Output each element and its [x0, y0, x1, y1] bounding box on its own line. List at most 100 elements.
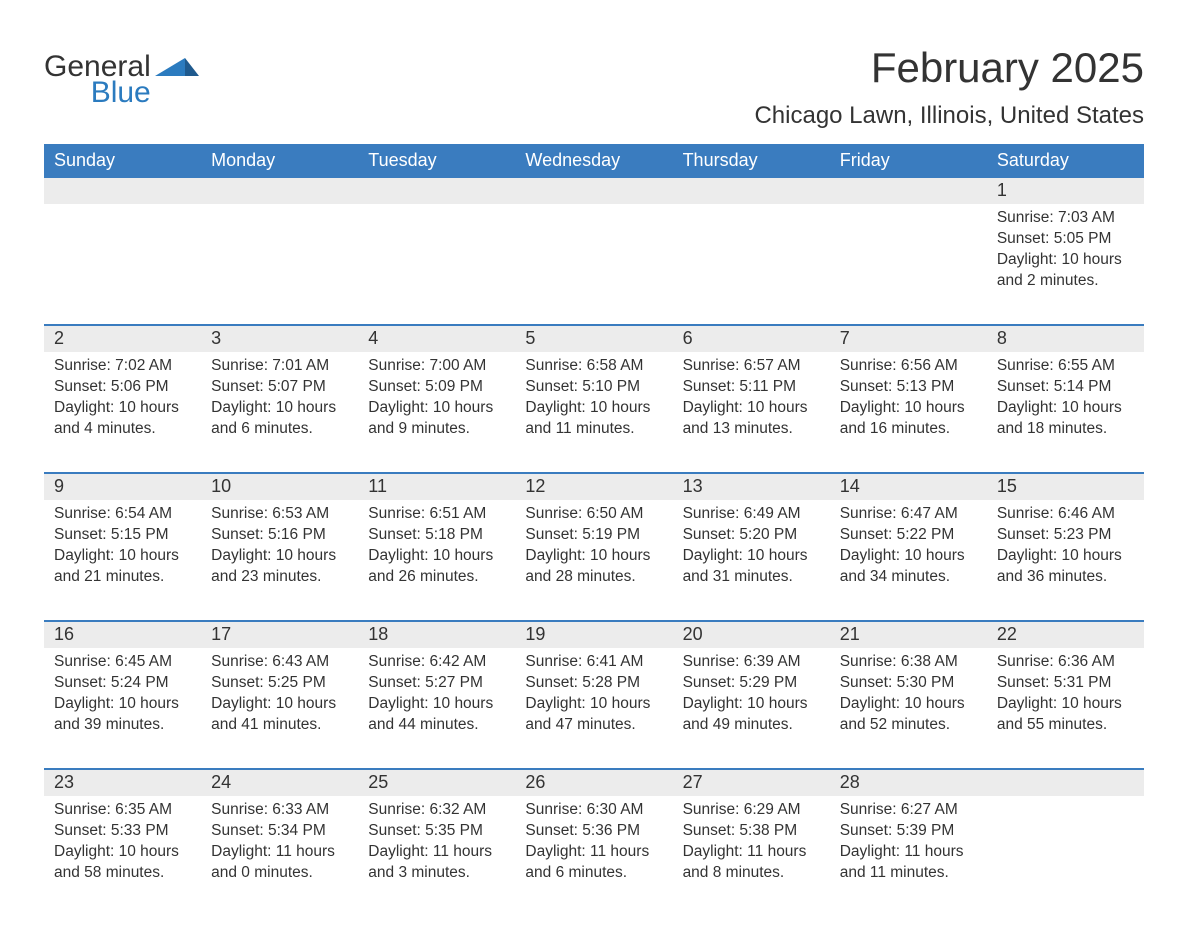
day-sunrise: Sunrise: 6:42 AM	[368, 652, 505, 673]
day-sunrise: Sunrise: 6:56 AM	[840, 356, 977, 377]
day-cell: Sunrise: 7:01 AMSunset: 5:07 PMDaylight:…	[201, 352, 358, 452]
day-cell	[987, 796, 1144, 896]
day-number: 22	[987, 622, 1144, 648]
day-sunset: Sunset: 5:07 PM	[211, 377, 348, 398]
day-cell: Sunrise: 6:33 AMSunset: 5:34 PMDaylight:…	[201, 796, 358, 896]
weekday-header-row: Sunday Monday Tuesday Wednesday Thursday…	[44, 144, 1144, 178]
day-sunrise: Sunrise: 6:47 AM	[840, 504, 977, 525]
calendar-week: 16171819202122Sunrise: 6:45 AMSunset: 5:…	[44, 620, 1144, 748]
daynum-row: 9101112131415	[44, 474, 1144, 500]
day-number: 27	[673, 770, 830, 796]
day-daylight: Daylight: 10 hours and 2 minutes.	[997, 250, 1134, 292]
day-daylight: Daylight: 10 hours and 39 minutes.	[54, 694, 191, 736]
location: Chicago Lawn, Illinois, United States	[754, 102, 1144, 130]
weekday-header: Sunday	[44, 144, 201, 178]
day-sunrise: Sunrise: 6:38 AM	[840, 652, 977, 673]
day-cell: Sunrise: 6:54 AMSunset: 5:15 PMDaylight:…	[44, 500, 201, 600]
day-number: 8	[987, 326, 1144, 352]
day-sunset: Sunset: 5:05 PM	[997, 229, 1134, 250]
day-sunset: Sunset: 5:15 PM	[54, 525, 191, 546]
day-sunrise: Sunrise: 6:30 AM	[525, 800, 662, 821]
day-sunrise: Sunrise: 6:32 AM	[368, 800, 505, 821]
day-sunrise: Sunrise: 6:45 AM	[54, 652, 191, 673]
day-sunset: Sunset: 5:09 PM	[368, 377, 505, 398]
day-cell: Sunrise: 6:46 AMSunset: 5:23 PMDaylight:…	[987, 500, 1144, 600]
day-cell: Sunrise: 6:29 AMSunset: 5:38 PMDaylight:…	[673, 796, 830, 896]
day-sunrise: Sunrise: 7:00 AM	[368, 356, 505, 377]
day-sunrise: Sunrise: 6:49 AM	[683, 504, 820, 525]
day-daylight: Daylight: 10 hours and 9 minutes.	[368, 398, 505, 440]
day-cell: Sunrise: 6:58 AMSunset: 5:10 PMDaylight:…	[515, 352, 672, 452]
day-cell	[201, 204, 358, 304]
month-title: February 2025	[754, 44, 1144, 92]
daynum-row: 2345678	[44, 326, 1144, 352]
day-number: 1	[987, 178, 1144, 204]
calendar-week: 9101112131415Sunrise: 6:54 AMSunset: 5:1…	[44, 472, 1144, 600]
day-number: 11	[358, 474, 515, 500]
weekday-header: Wednesday	[515, 144, 672, 178]
day-sunset: Sunset: 5:28 PM	[525, 673, 662, 694]
day-daylight: Daylight: 11 hours and 11 minutes.	[840, 842, 977, 884]
day-cell: Sunrise: 6:51 AMSunset: 5:18 PMDaylight:…	[358, 500, 515, 600]
day-daylight: Daylight: 10 hours and 49 minutes.	[683, 694, 820, 736]
day-daylight: Daylight: 10 hours and 31 minutes.	[683, 546, 820, 588]
day-cell: Sunrise: 6:38 AMSunset: 5:30 PMDaylight:…	[830, 648, 987, 748]
day-sunset: Sunset: 5:34 PM	[211, 821, 348, 842]
day-daylight: Daylight: 10 hours and 44 minutes.	[368, 694, 505, 736]
day-sunset: Sunset: 5:27 PM	[368, 673, 505, 694]
day-sunrise: Sunrise: 6:29 AM	[683, 800, 820, 821]
day-daylight: Daylight: 10 hours and 26 minutes.	[368, 546, 505, 588]
day-sunset: Sunset: 5:35 PM	[368, 821, 505, 842]
day-number: 4	[358, 326, 515, 352]
day-cell: Sunrise: 7:02 AMSunset: 5:06 PMDaylight:…	[44, 352, 201, 452]
day-cell: Sunrise: 6:41 AMSunset: 5:28 PMDaylight:…	[515, 648, 672, 748]
day-daylight: Daylight: 10 hours and 28 minutes.	[525, 546, 662, 588]
day-number: 18	[358, 622, 515, 648]
day-sunset: Sunset: 5:33 PM	[54, 821, 191, 842]
day-sunrise: Sunrise: 6:55 AM	[997, 356, 1134, 377]
day-daylight: Daylight: 10 hours and 16 minutes.	[840, 398, 977, 440]
day-number: 17	[201, 622, 358, 648]
day-sunrise: Sunrise: 6:33 AM	[211, 800, 348, 821]
day-daylight: Daylight: 10 hours and 47 minutes.	[525, 694, 662, 736]
day-number: 13	[673, 474, 830, 500]
day-sunrise: Sunrise: 6:36 AM	[997, 652, 1134, 673]
day-sunrise: Sunrise: 6:53 AM	[211, 504, 348, 525]
day-cell: Sunrise: 6:45 AMSunset: 5:24 PMDaylight:…	[44, 648, 201, 748]
day-sunset: Sunset: 5:22 PM	[840, 525, 977, 546]
day-cell: Sunrise: 6:35 AMSunset: 5:33 PMDaylight:…	[44, 796, 201, 896]
day-cell: Sunrise: 7:03 AMSunset: 5:05 PMDaylight:…	[987, 204, 1144, 304]
day-number: 25	[358, 770, 515, 796]
day-sunrise: Sunrise: 6:39 AM	[683, 652, 820, 673]
daynum-row: 1	[44, 178, 1144, 204]
logo: General Blue	[44, 44, 199, 108]
day-cell	[358, 204, 515, 304]
day-cell: Sunrise: 6:36 AMSunset: 5:31 PMDaylight:…	[987, 648, 1144, 748]
header: General Blue February 2025 Chicago Lawn,…	[44, 44, 1144, 130]
day-sunrise: Sunrise: 7:01 AM	[211, 356, 348, 377]
day-cell	[44, 204, 201, 304]
day-sunrise: Sunrise: 6:51 AM	[368, 504, 505, 525]
day-cell	[830, 204, 987, 304]
day-number: 26	[515, 770, 672, 796]
day-cell: Sunrise: 6:42 AMSunset: 5:27 PMDaylight:…	[358, 648, 515, 748]
day-number	[830, 178, 987, 204]
day-daylight: Daylight: 10 hours and 41 minutes.	[211, 694, 348, 736]
day-cell: Sunrise: 7:00 AMSunset: 5:09 PMDaylight:…	[358, 352, 515, 452]
day-sunset: Sunset: 5:10 PM	[525, 377, 662, 398]
day-sunset: Sunset: 5:19 PM	[525, 525, 662, 546]
day-sunset: Sunset: 5:14 PM	[997, 377, 1134, 398]
day-number: 3	[201, 326, 358, 352]
day-daylight: Daylight: 10 hours and 58 minutes.	[54, 842, 191, 884]
day-cell: Sunrise: 6:47 AMSunset: 5:22 PMDaylight:…	[830, 500, 987, 600]
day-daylight: Daylight: 11 hours and 0 minutes.	[211, 842, 348, 884]
weekday-header: Monday	[201, 144, 358, 178]
daynum-row: 232425262728	[44, 770, 1144, 796]
day-cell: Sunrise: 6:56 AMSunset: 5:13 PMDaylight:…	[830, 352, 987, 452]
day-number	[987, 770, 1144, 796]
day-daylight: Daylight: 10 hours and 18 minutes.	[997, 398, 1134, 440]
day-daylight: Daylight: 10 hours and 52 minutes.	[840, 694, 977, 736]
day-sunset: Sunset: 5:11 PM	[683, 377, 820, 398]
day-sunrise: Sunrise: 6:50 AM	[525, 504, 662, 525]
day-number: 5	[515, 326, 672, 352]
